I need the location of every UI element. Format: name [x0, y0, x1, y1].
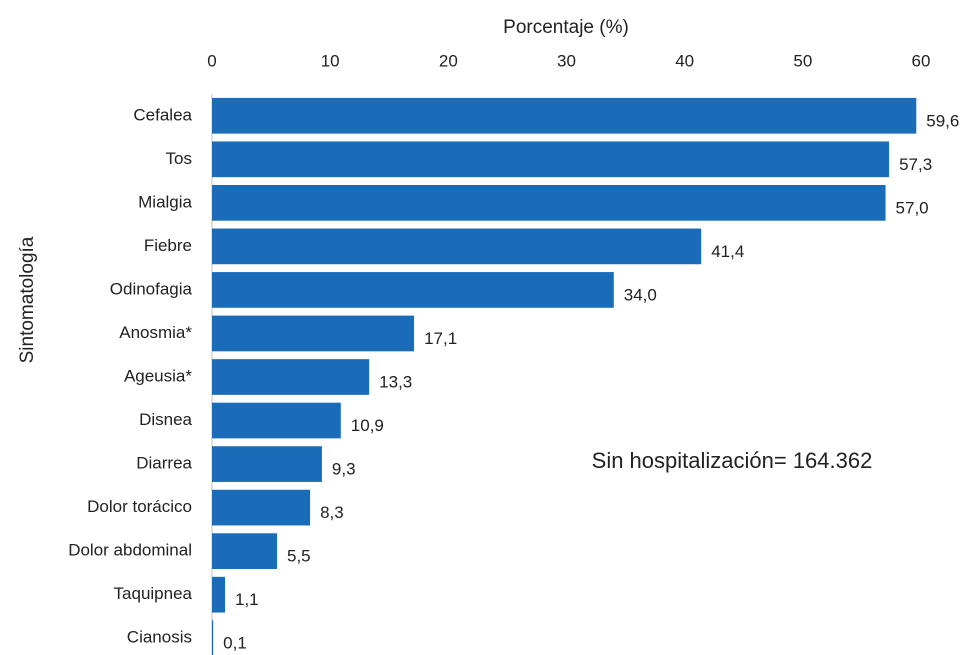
value-label: 59,6: [926, 111, 959, 130]
value-label: 9,3: [332, 460, 356, 479]
value-label: 57,3: [899, 155, 932, 174]
y-tick-label: Diarrea: [136, 454, 192, 473]
bar: [212, 576, 225, 613]
y-tick-label: Fiebre: [144, 236, 192, 255]
value-label: 13,3: [379, 372, 412, 391]
bar: [212, 272, 614, 308]
bar: [212, 184, 886, 221]
y-tick-label: Ageusia*: [124, 366, 192, 385]
y-tick-label: Cefalea: [133, 105, 192, 124]
x-tick-label: 60: [912, 51, 931, 70]
x-tick-label: 40: [675, 51, 694, 70]
value-label: 1,1: [235, 590, 259, 609]
value-label: 0,1: [223, 634, 247, 653]
value-label: 10,9: [351, 416, 384, 435]
x-tick-label: 30: [557, 51, 576, 70]
bar: [212, 489, 311, 526]
bar: [212, 533, 277, 570]
bar: [212, 620, 214, 655]
y-tick-label: Odinofagia: [110, 279, 193, 298]
y-tick-label: Anosmia*: [119, 323, 192, 342]
bar: [212, 315, 415, 352]
bar: [212, 141, 890, 178]
value-label: 17,1: [424, 329, 457, 348]
bar: [212, 359, 370, 395]
y-tick-label: Disnea: [139, 410, 192, 429]
y-tick-label: Dolor abdominal: [68, 541, 192, 560]
annotation: Sin hospitalización= 164.362: [592, 448, 873, 473]
y-tick-label: Dolor torácico: [87, 497, 192, 516]
x-axis-title: Porcentaje (%): [503, 17, 629, 38]
y-tick-label: Tos: [166, 149, 192, 168]
y-tick-label: Cianosis: [127, 628, 192, 647]
bar: [212, 97, 917, 134]
x-tick-label: 50: [793, 51, 812, 70]
value-label: 5,5: [287, 547, 311, 566]
y-tick-label: Taquipnea: [114, 584, 193, 603]
bar: [212, 446, 322, 482]
x-tick-label: 20: [439, 51, 458, 70]
x-tick-label: 10: [321, 51, 340, 70]
value-label: 41,4: [711, 242, 744, 261]
y-axis-title: Sintomatología: [17, 236, 38, 363]
value-label: 57,0: [896, 198, 929, 217]
value-label: 34,0: [624, 285, 657, 304]
y-tick-label: Mialgia: [138, 192, 192, 211]
x-tick-label: 0: [207, 51, 216, 70]
bar: [212, 402, 341, 439]
value-label: 8,3: [320, 503, 344, 522]
bar: [212, 228, 702, 265]
